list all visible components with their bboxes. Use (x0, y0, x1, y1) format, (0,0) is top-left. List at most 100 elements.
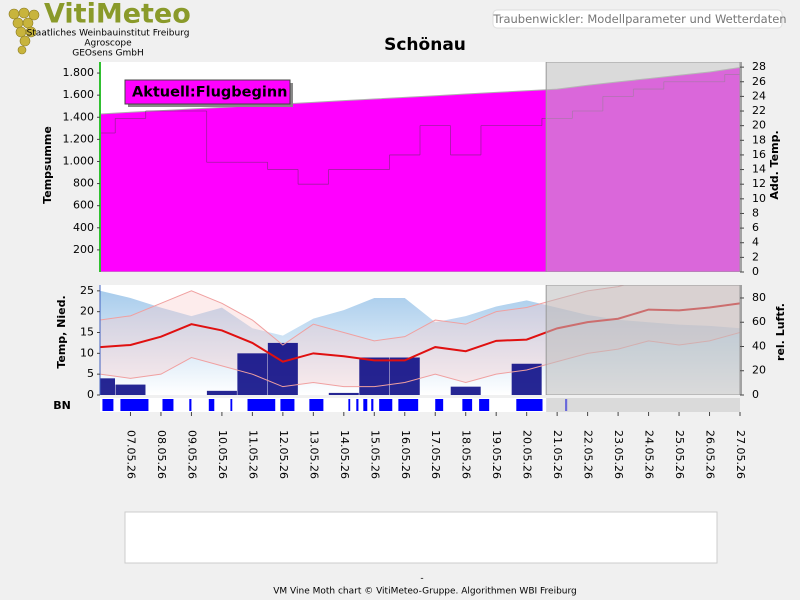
logo: VitiMeteo Staatliches Weinbauinstitut Fr… (8, 0, 191, 59)
leaf-wetness (247, 399, 276, 411)
charts: Aktuell:Flugbeginn2004006008001.0001.200… (63, 60, 766, 558)
precip-bar (359, 357, 390, 395)
x-tick-label: 12.05.26 (277, 430, 290, 479)
precip-bar (450, 386, 481, 395)
org-line: Staatliches Weinbauinstitut Freiburg (27, 29, 190, 39)
x-tick-label: 21.05.26 (551, 430, 564, 479)
leaf-wetness (348, 399, 351, 411)
y-tick-label: 5 (87, 367, 94, 380)
y2-axis-title: Add. Temp. (768, 130, 781, 199)
y2-tick-label: 28 (752, 60, 766, 73)
leaf-wetness (102, 399, 114, 411)
leaf-wetness (379, 399, 393, 411)
leaf-wetness (363, 399, 368, 411)
x-tick-label: 17.05.26 (429, 430, 442, 479)
y2-tick-label: 22 (752, 104, 766, 117)
logo-text: VitiMeteo (44, 0, 191, 30)
y-tick-label: 1.200 (63, 132, 95, 145)
leaf-wetness (309, 399, 324, 411)
y-tick-label: 1.800 (63, 66, 95, 79)
y2-tick-label: 14 (752, 163, 766, 176)
y2-tick-label: 20 (752, 364, 766, 377)
x-tick-label: 25.05.26 (673, 430, 686, 479)
y2-tick-label: 16 (752, 148, 766, 161)
x-tick-label: 24.05.26 (643, 430, 656, 479)
x-tick-label: 08.05.26 (155, 430, 168, 479)
leaf-wetness (479, 399, 490, 411)
forecast (545, 62, 740, 272)
y2-tick-label: 40 (752, 339, 766, 352)
y2-tick-label: 4 (752, 236, 759, 249)
y-tick-label: 0 (87, 388, 94, 401)
y-tick-label: 800 (73, 177, 94, 190)
y-tick-label: 1.400 (63, 110, 95, 123)
bn-label: BN (53, 399, 71, 412)
x-tick-label: 10.05.26 (216, 430, 229, 479)
y2-tick-label: 0 (752, 388, 759, 401)
forecast-bn (546, 398, 740, 412)
leaf-wetness (162, 399, 174, 411)
org-line: Agroscope (84, 39, 132, 49)
leaf-wetness (516, 399, 543, 411)
y-tick-label: 15 (80, 326, 94, 339)
leaf-wetness (435, 399, 444, 411)
chart-title: Schönau (384, 35, 466, 55)
y-axis-title: Temp, Nied. (55, 295, 68, 368)
precip-bar (328, 392, 359, 395)
precip-bar (206, 390, 237, 395)
x-tick-label: 07.05.26 (124, 430, 137, 479)
footer: VM Vine Moth chart © VitiMeteo-Gruppe. A… (273, 587, 577, 597)
y2-tick-label: 60 (752, 315, 766, 328)
y-tick-label: 1.600 (63, 88, 95, 101)
leaf-wetness (189, 399, 192, 411)
x-tick-label: 23.05.26 (612, 430, 625, 479)
x-tick-label: 18.05.26 (460, 430, 473, 479)
leaf-wetness (398, 399, 419, 411)
annotation-box (124, 79, 291, 105)
leaf-wetness (120, 399, 149, 411)
y-tick-label: 200 (73, 243, 94, 256)
y2-tick-label: 8 (752, 206, 759, 219)
org-line: GEOsens GmbH (72, 49, 143, 59)
y2-tick-label: 20 (752, 119, 766, 132)
precip-bar (115, 384, 146, 395)
y2-tick-label: 26 (752, 75, 766, 88)
y2-tick-label: 6 (752, 221, 759, 234)
x-tick-label: 16.05.26 (399, 430, 412, 479)
x-tick-label: 20.05.26 (521, 430, 534, 479)
legend (124, 511, 718, 564)
x-tick-label: 11.05.26 (246, 430, 259, 479)
y2-tick-label: 18 (752, 133, 766, 146)
y-tick-label: 400 (73, 221, 94, 234)
precip-bar (267, 342, 298, 395)
y2-tick-label: 24 (752, 89, 766, 102)
y2-tick-label: 10 (752, 192, 766, 205)
temp-temp_max (100, 285, 627, 346)
footer-dash: - (420, 574, 423, 584)
y2-tick-label: 0 (752, 265, 759, 278)
y-tick-label: 1.000 (63, 154, 95, 167)
leaf-wetness (208, 399, 215, 411)
x-tick-label: 14.05.26 (338, 430, 351, 479)
annotation: Aktuell:Flugbeginn (132, 85, 287, 101)
y-axis-title: Tempsumme (41, 126, 54, 204)
header-box (492, 9, 783, 29)
leaf-wetness (356, 399, 359, 411)
y-tick-label: 25 (80, 284, 94, 297)
leaf-wetness (230, 399, 233, 411)
x-tick-label: 26.05.26 (704, 430, 717, 479)
upper-chart (100, 62, 740, 272)
precip-bar (389, 357, 420, 395)
x-tick-label: 22.05.26 (582, 430, 595, 479)
leaf-wetness (371, 399, 374, 411)
y-tick-label: 600 (73, 199, 94, 212)
x-tick-label: 15.05.26 (368, 430, 381, 479)
forecast (545, 285, 740, 395)
precip-bar (100, 378, 115, 395)
y2-tick-label: 80 (752, 291, 766, 304)
x-tick-label: 27.05.26 (734, 430, 747, 479)
y2-tick-label: 12 (752, 177, 766, 190)
x-tick-label: 13.05.26 (307, 430, 320, 479)
page-heading: Traubenwickler: Modellparameter und Wett… (492, 12, 786, 26)
